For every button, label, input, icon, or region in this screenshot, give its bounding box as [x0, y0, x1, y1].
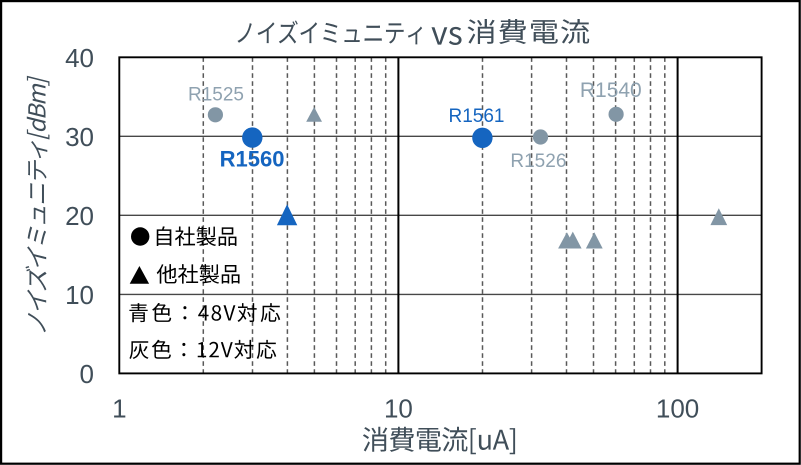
svg-text:R1560: R1560 [220, 146, 285, 171]
svg-text:30: 30 [65, 122, 94, 152]
svg-text:40: 40 [65, 43, 94, 73]
svg-text:10: 10 [384, 394, 413, 424]
svg-text:0: 0 [80, 359, 94, 389]
svg-text:20: 20 [65, 201, 94, 231]
svg-text:10: 10 [65, 280, 94, 310]
svg-text:100: 100 [656, 394, 699, 424]
svg-text:R1540: R1540 [580, 79, 642, 102]
svg-text:R1525: R1525 [188, 85, 244, 106]
svg-text:1: 1 [112, 394, 126, 424]
svg-text:R1561: R1561 [449, 106, 505, 127]
svg-text:R1526: R1526 [510, 151, 566, 172]
